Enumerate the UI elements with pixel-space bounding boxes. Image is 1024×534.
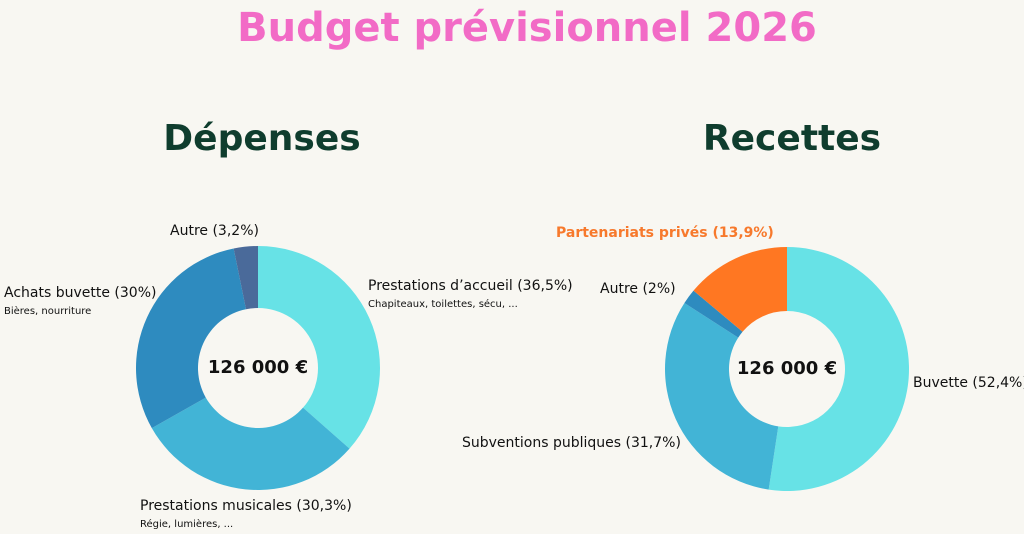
- value-label: (13,9%): [712, 225, 773, 241]
- center-label: 126 000 €: [737, 358, 837, 379]
- main-title: Budget prévisionnel 2026: [237, 5, 817, 51]
- category-label: Autre: [170, 223, 208, 239]
- category-label: Achats buvette: [4, 285, 110, 301]
- value-label: (30,3%): [296, 498, 351, 514]
- category-label: Prestations musicales: [140, 498, 292, 514]
- donut-slice: [684, 290, 743, 338]
- slice-note: Régie, lumières, ...: [140, 518, 233, 530]
- value-label: (52,4%): [972, 375, 1024, 391]
- value-label: (30%): [114, 285, 156, 301]
- slice-note: Chapiteaux, toilettes, sécu, ...: [368, 298, 518, 310]
- value-label: (3,2%): [212, 223, 259, 239]
- slice-label: Subventions publiques (31,7%): [462, 435, 681, 451]
- category-label: Subventions publiques: [462, 435, 621, 451]
- slice-note: Bières, nourriture: [4, 305, 91, 317]
- category-label: Autre: [600, 281, 638, 297]
- donut-slice: [151, 397, 350, 490]
- slice-label: Buvette (52,4%): [913, 375, 1024, 391]
- slice-label: Prestations d’accueil (36,5%): [368, 278, 573, 294]
- donut-slice: [768, 247, 910, 491]
- slice-label: Partenariats privés (13,9%): [556, 225, 774, 241]
- slice-label: Prestations musicales (30,3%): [140, 498, 352, 514]
- slice-label: Achats buvette (30%): [4, 285, 156, 301]
- category-label: Prestations d’accueil: [368, 278, 513, 294]
- donut-slice: [665, 302, 779, 490]
- chart-title: Recettes: [703, 118, 881, 159]
- chart-title: Dépenses: [163, 118, 360, 159]
- category-label: Partenariats privés: [556, 225, 708, 241]
- donut-slice: [136, 248, 247, 429]
- slice-label: Autre (2%): [600, 281, 676, 297]
- value-label: (36,5%): [517, 278, 572, 294]
- slice-label: Autre (3,2%): [170, 223, 259, 239]
- value-label: (2%): [642, 281, 675, 297]
- donut-slice: [258, 246, 380, 449]
- center-label: 126 000 €: [208, 357, 308, 378]
- donut-slice: [233, 246, 258, 310]
- category-label: Buvette: [913, 375, 968, 391]
- value-label: (31,7%): [626, 435, 681, 451]
- donut-slice: [693, 247, 787, 332]
